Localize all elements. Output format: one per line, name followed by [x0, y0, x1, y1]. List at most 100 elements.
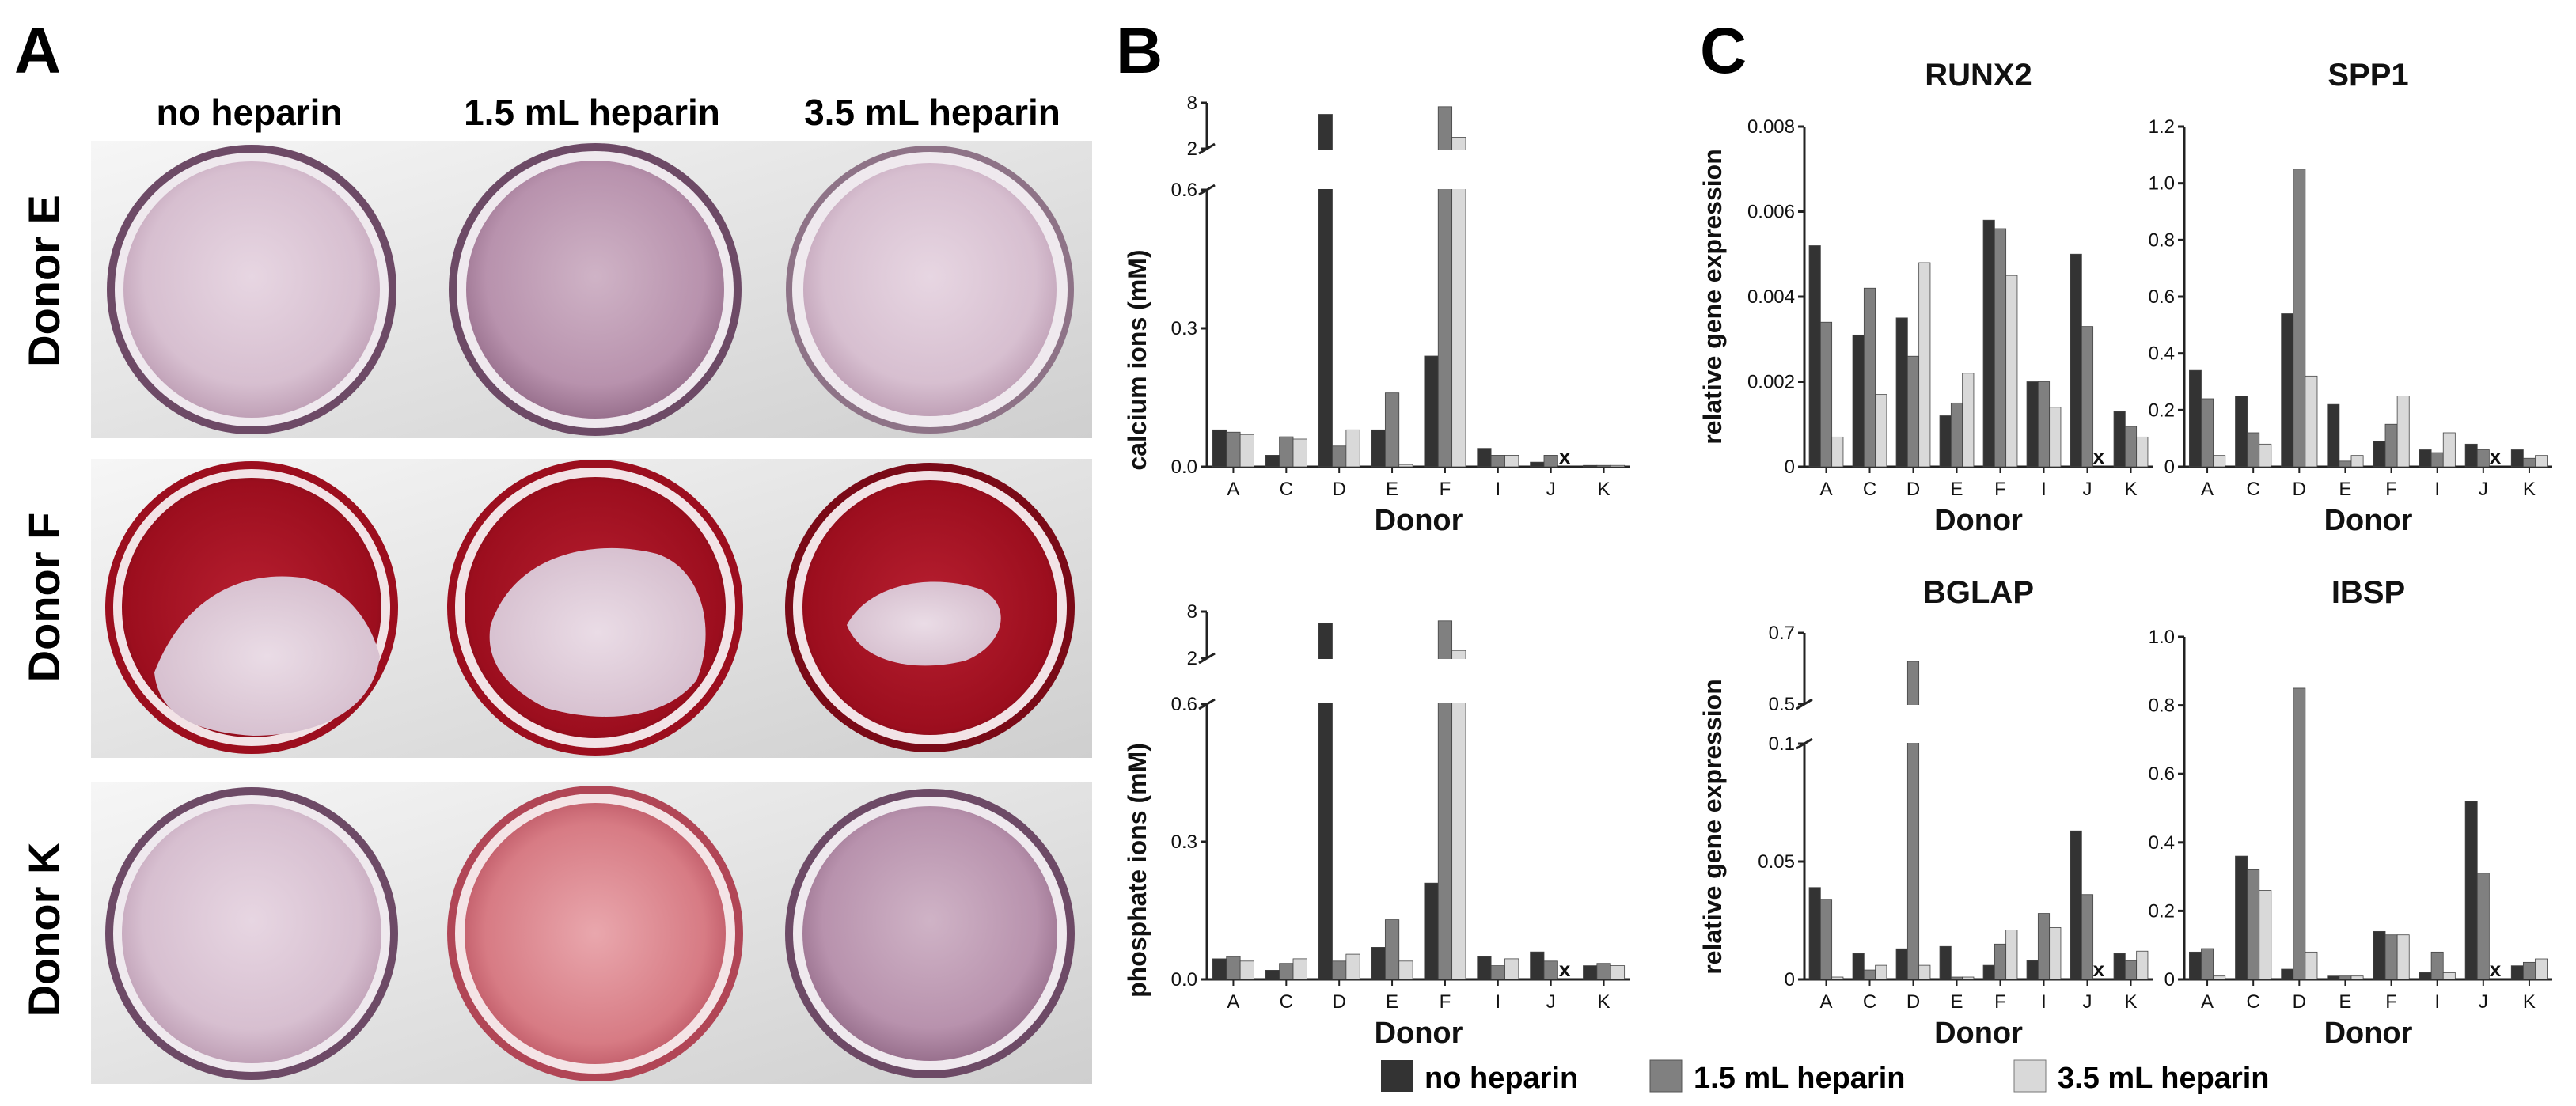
- panel-label-a: A: [14, 15, 61, 87]
- x-tick-label-runx2-i: I: [2041, 479, 2047, 500]
- x-tick-label-bglap-i: I: [2041, 991, 2047, 1013]
- legend-label-1-5-heparin: 1.5 mL heparin: [1694, 1062, 1906, 1095]
- panel-label-b: B: [1116, 15, 1163, 87]
- bar-runx2-f-3-5-heparin: [2005, 275, 2018, 468]
- bar-bglap-e-no-heparin: [1939, 945, 1952, 980]
- x-tick-label-ibsp-j: J: [2479, 991, 2488, 1013]
- y-tick-label-calcium-lower-0: 0.0: [1171, 456, 1197, 478]
- y-tick-label-ibsp-2: 0.4: [2149, 832, 2175, 854]
- y-tick-label-bglap-lower-1: 0.05: [1758, 851, 1795, 873]
- bar-runx2-i-1-5-heparin: [2037, 381, 2051, 468]
- y-tick-label-bglap-lower-0: 0: [1785, 969, 1795, 990]
- well-donor-f-1-5-heparin: [447, 460, 743, 756]
- well-donor-f-no-heparin: [105, 461, 398, 754]
- bar-phosphate-i-3-5-heparin: [1504, 958, 1519, 980]
- bar-bglap-f-no-heparin: [1982, 964, 1995, 980]
- x-tick-label-ibsp-a: A: [2201, 991, 2214, 1013]
- bar-ibsp-f-3-5-heparin: [2396, 934, 2410, 980]
- x-axis-label-calcium: Donor: [1375, 504, 1463, 537]
- bar-runx2-j-1-5-heparin: [2081, 326, 2094, 468]
- bar-phosphate-c-3-5-heparin: [1292, 958, 1307, 980]
- bar-ibsp-a-3-5-heparin: [2213, 975, 2226, 980]
- bar-bglap-c-no-heparin: [1852, 953, 1865, 980]
- x-tick-label-phosphate-e: E: [1386, 991, 1398, 1013]
- y-tick-label-phosphate-upper-1: 8: [1187, 601, 1197, 623]
- bar-ibsp-a-1-5-heparin: [2201, 948, 2214, 980]
- photo-panel: no heparin 1.5 mL heparin 3.5 mL heparin…: [19, 92, 1092, 1084]
- bar-spp1-j-no-heparin: [2464, 443, 2478, 468]
- bar-calcium-a-3-5-heparin: [1239, 434, 1254, 468]
- bar-calcium-j-1-5-heparin: [1543, 455, 1558, 468]
- bar-ibsp-i-1-5-heparin: [2430, 951, 2444, 980]
- bar-phosphate-d-3-5-heparin: [1345, 953, 1360, 980]
- x-tick-label-spp1-j: J: [2479, 479, 2488, 500]
- bar-runx2-c-3-5-heparin: [1875, 394, 1887, 468]
- bar-ibsp-f-no-heparin: [2373, 930, 2386, 980]
- legend-label-no-heparin: no heparin: [1425, 1062, 1578, 1095]
- bar-runx2-e-3-5-heparin: [1962, 373, 1975, 468]
- bar-ibsp-d-no-heparin: [2281, 968, 2294, 980]
- x-tick-label-ibsp-d: D: [2293, 991, 2306, 1013]
- bar-calcium-k-3-5-heparin: [1610, 464, 1626, 468]
- bar-spp1-a-3-5-heparin: [2213, 455, 2226, 468]
- y-tick-label-phosphate-lower-2: 0.6: [1171, 694, 1197, 715]
- y-tick-label-spp1-6: 1.2: [2149, 116, 2175, 138]
- x-tick-label-calcium-e: E: [1386, 479, 1398, 500]
- bar-phosphate-d-1-5-heparin: [1332, 960, 1347, 980]
- column-header-no-heparin: no heparin: [156, 92, 342, 133]
- bar-runx2-e-1-5-heparin: [1950, 402, 1963, 468]
- bar-break-gap-phosphate-d-no-heparin: [1318, 659, 1334, 703]
- chart-ibsp: IBSP 0 0.2 0.4 0.6 0.8 1.0 A C D E F I J Kx Donor: [2149, 575, 2552, 1050]
- bar-runx2-a-1-5-heparin: [1819, 321, 1833, 468]
- bar-calcium-c-1-5-heparin: [1279, 436, 1294, 468]
- bar-bglap-c-3-5-heparin: [1875, 964, 1887, 980]
- missing-marker-calcium-0: x: [1559, 445, 1571, 468]
- x-axis-label-bglap: Donor: [1934, 1017, 2023, 1050]
- x-tick-label-phosphate-c: C: [1280, 991, 1293, 1013]
- bar-spp1-d-1-5-heparin: [2293, 169, 2306, 468]
- bar-bglap-d-no-heparin: [1895, 948, 1908, 980]
- legend-swatch-no-heparin: [1381, 1060, 1413, 1092]
- x-tick-label-calcium-k: K: [1598, 479, 1610, 500]
- y-tick-label-phosphate-lower-1: 0.3: [1171, 831, 1197, 853]
- bar-ibsp-c-1-5-heparin: [2247, 869, 2260, 980]
- bar-spp1-c-1-5-heparin: [2247, 432, 2260, 468]
- x-tick-label-runx2-d: D: [1906, 479, 1920, 500]
- bar-spp1-f-3-5-heparin: [2396, 396, 2410, 468]
- y-axis-label-runx2: relative gene expression: [1698, 149, 1727, 445]
- bar-runx2-a-3-5-heparin: [1831, 436, 1844, 468]
- well-donor-e-1-5-heparin: [449, 143, 742, 436]
- x-tick-label-ibsp-i: I: [2434, 991, 2440, 1013]
- y-axis-label-bglap: relative gene expression: [1698, 679, 1727, 975]
- bar-calcium-i-3-5-heparin: [1504, 455, 1519, 468]
- bar-phosphate-f-no-heparin: [1424, 882, 1439, 980]
- legend: no heparin 1.5 mL heparin 3.5 mL heparin: [1381, 1059, 2270, 1095]
- well-donor-f-3-5-heparin: [785, 463, 1075, 752]
- column-header-3-5-heparin: 3.5 mL heparin: [804, 92, 1060, 133]
- x-tick-label-calcium-j: J: [1546, 479, 1556, 500]
- bar-bglap-j-1-5-heparin: [2081, 894, 2094, 980]
- bar-phosphate-i-no-heparin: [1477, 956, 1492, 980]
- x-axis-label-runx2: Donor: [1934, 504, 2023, 537]
- y-tick-label-spp1-4: 0.8: [2149, 229, 2175, 251]
- well-donor-k-3-5-heparin: [785, 789, 1075, 1078]
- bar-bglap-j-no-heparin: [2070, 830, 2082, 980]
- bar-spp1-i-3-5-heparin: [2442, 432, 2456, 468]
- well-donor-e-no-heparin: [107, 145, 396, 434]
- missing-marker-ibsp-0: x: [2490, 957, 2502, 981]
- bar-spp1-e-no-heparin: [2327, 403, 2340, 468]
- row-label-donor-e: Donor E: [19, 195, 69, 367]
- bar-bglap-f-3-5-heparin: [2005, 930, 2018, 980]
- bar-calcium-f-no-heparin: [1424, 355, 1439, 468]
- bar-spp1-f-no-heparin: [2373, 441, 2386, 468]
- column-header-1-5-heparin: 1.5 mL heparin: [464, 92, 720, 133]
- bar-break-gap-calcium-f-1-5-heparin: [1437, 150, 1453, 189]
- x-tick-label-calcium-f: F: [1440, 479, 1451, 500]
- bar-runx2-d-3-5-heparin: [1918, 262, 1931, 468]
- bar-ibsp-c-3-5-heparin: [2259, 890, 2272, 980]
- bar-ibsp-e-1-5-heparin: [2339, 975, 2352, 980]
- x-tick-label-ibsp-k: K: [2523, 991, 2536, 1013]
- bar-calcium-f-3-5-heparin: [1451, 137, 1466, 468]
- bar-runx2-e-no-heparin: [1939, 415, 1952, 468]
- chart-title-spp1: SPP1: [2328, 58, 2408, 93]
